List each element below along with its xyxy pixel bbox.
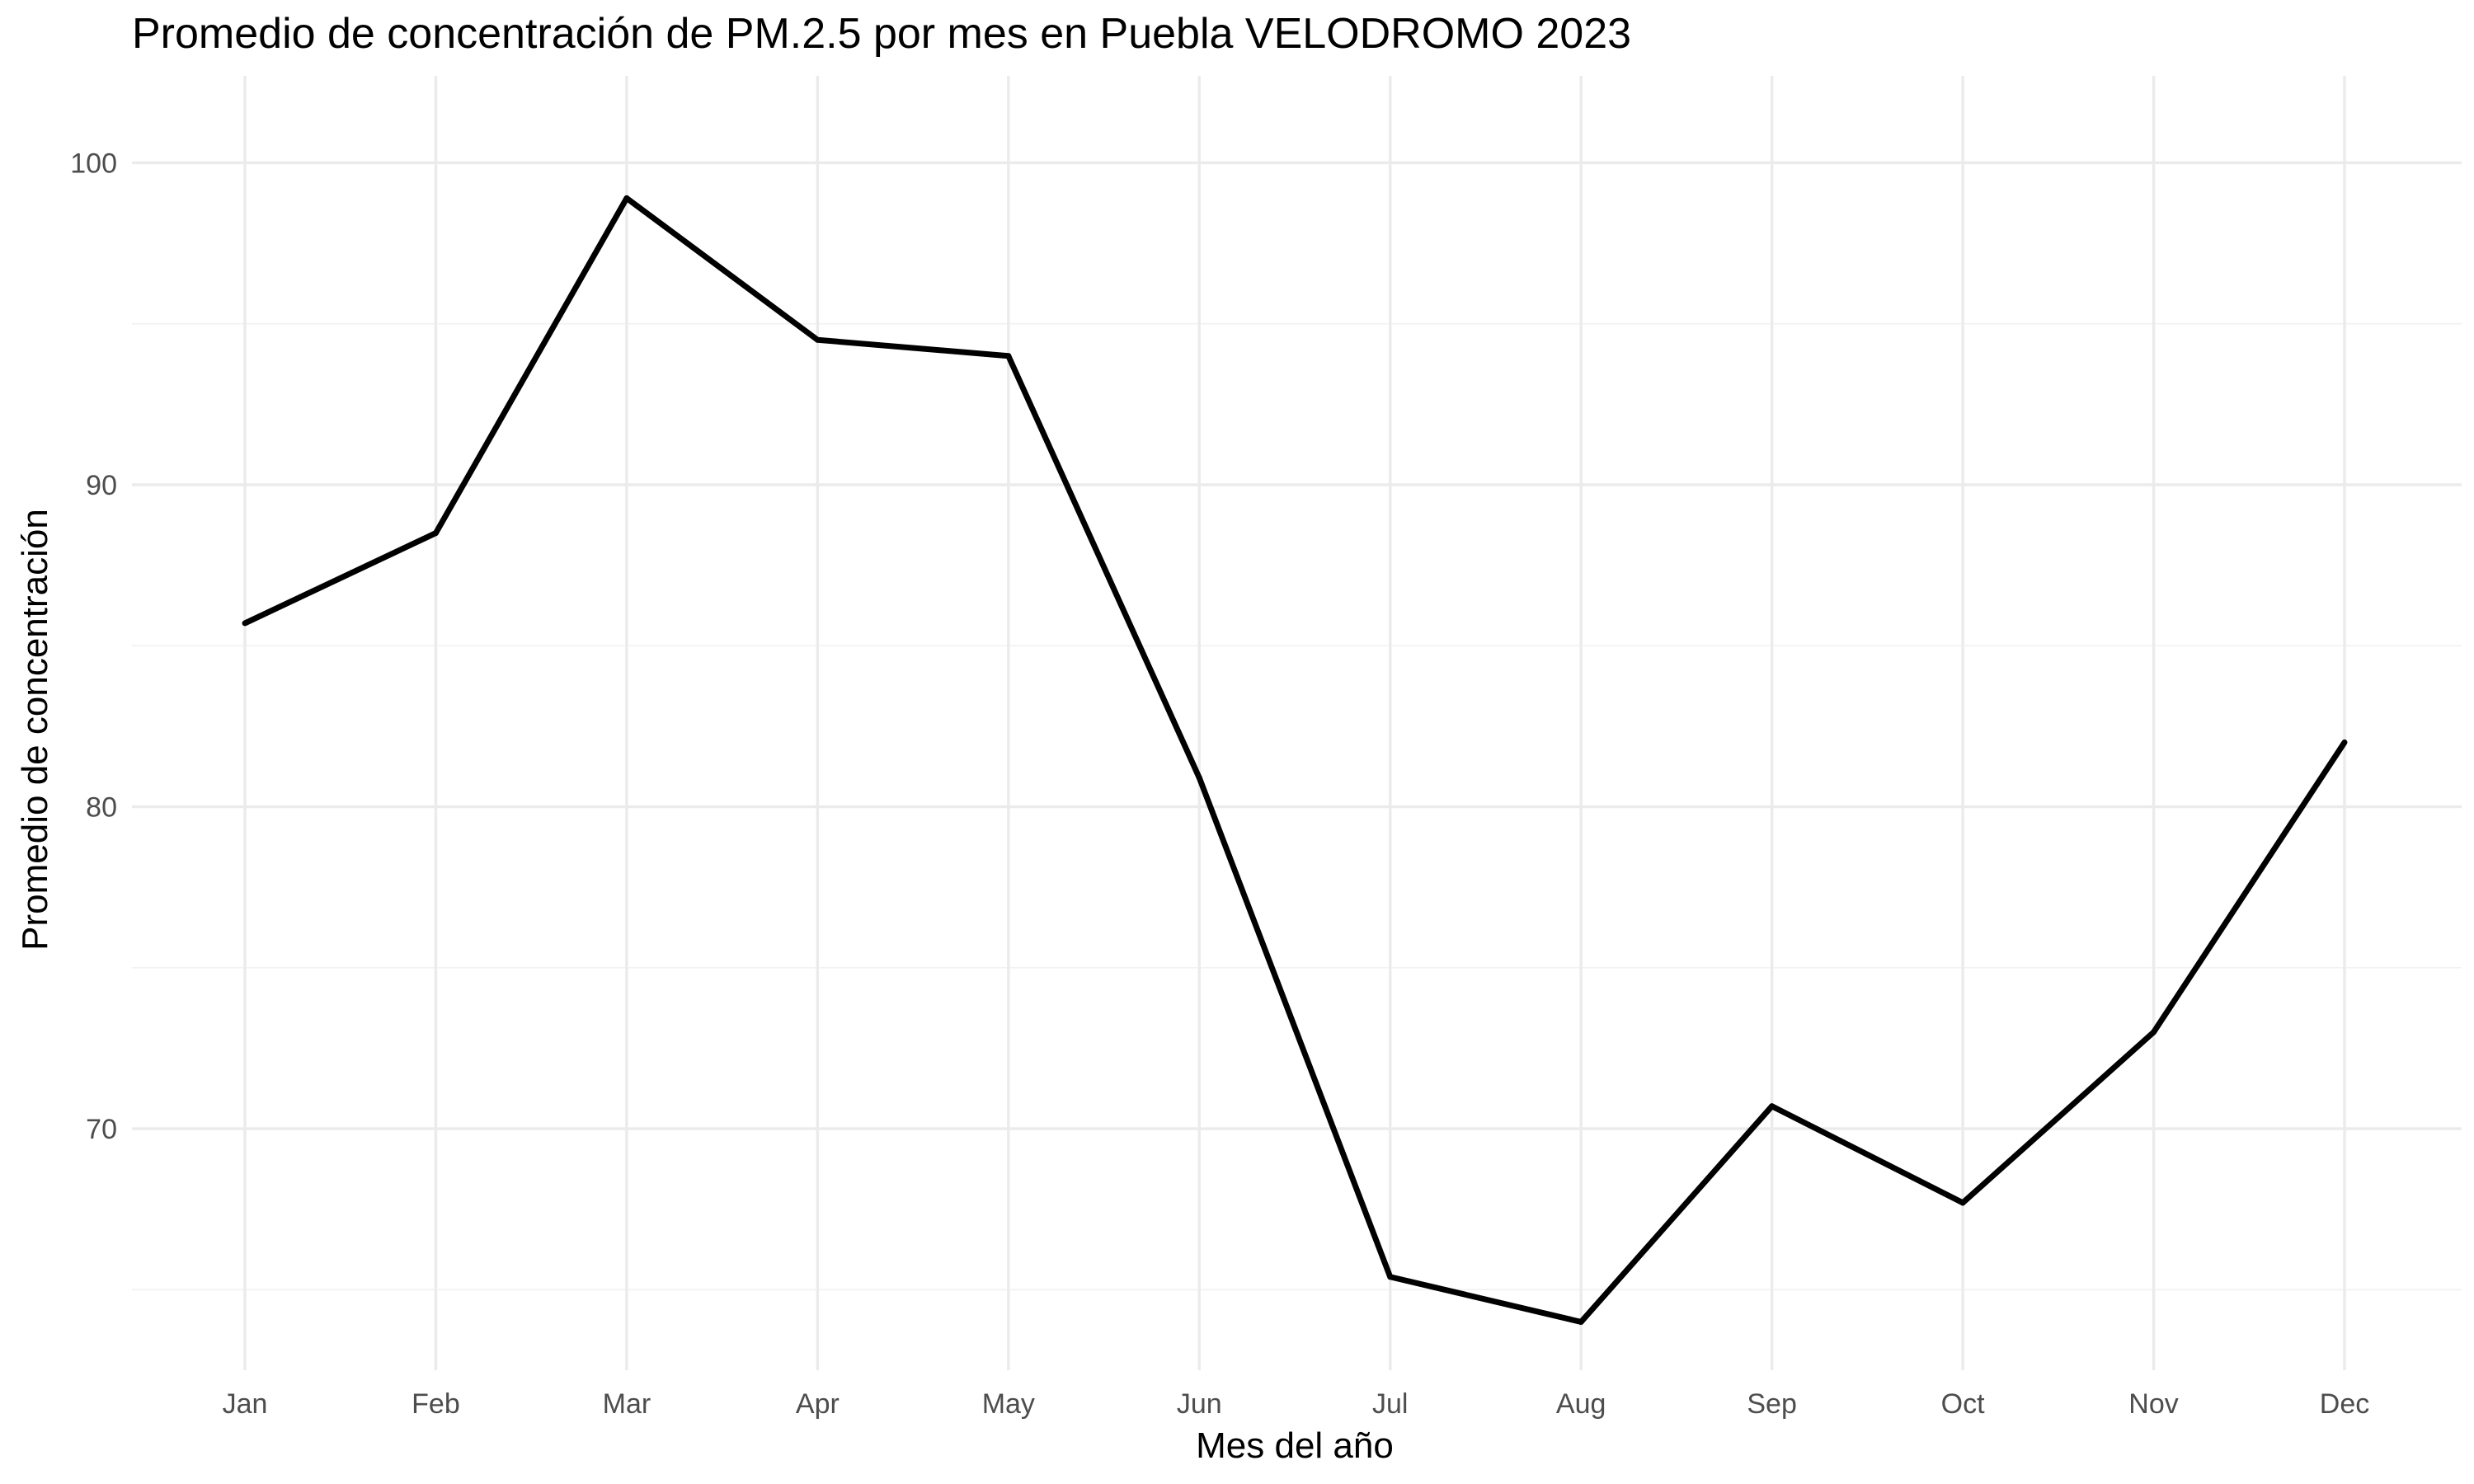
data-point-oct	[1959, 1200, 1966, 1206]
y-tick-label: 100	[70, 148, 117, 179]
x-tick-label: Mar	[603, 1388, 651, 1420]
data-point-jan	[242, 620, 248, 627]
x-tick-label: Nov	[2128, 1388, 2178, 1420]
data-point-may	[1005, 353, 1012, 359]
data-point-mar	[623, 195, 630, 201]
y-tick-label: 80	[86, 792, 117, 824]
chart-title: Promedio de concentración de PM.2.5 por …	[132, 10, 1631, 58]
data-point-aug	[1578, 1318, 1584, 1325]
x-tick-label: May	[982, 1388, 1035, 1420]
y-tick-label: 90	[86, 470, 117, 501]
x-tick-label: Aug	[1556, 1388, 1606, 1420]
x-tick-label: Oct	[1941, 1388, 1985, 1420]
y-axis-ticks: 70 80 90 100	[70, 148, 117, 1145]
y-axis-title: Promedio de concentración	[15, 509, 55, 951]
x-tick-label: Dec	[2320, 1388, 2369, 1420]
x-tick-label: Sep	[1747, 1388, 1797, 1420]
series-line	[243, 195, 2347, 1325]
series-layer	[242, 195, 2348, 1325]
data-point-sep	[1769, 1103, 1776, 1110]
data-point-jul	[1387, 1274, 1394, 1280]
x-axis-ticks: Jan Feb Mar Apr May Jun Jul Aug Sep Oct Nov Dec	[223, 1388, 2370, 1420]
x-tick-label: Jan	[223, 1388, 268, 1420]
x-axis-title: Mes del año	[1196, 1425, 1394, 1466]
x-tick-label: Feb	[412, 1388, 460, 1420]
y-tick-label: 70	[86, 1114, 117, 1145]
gridlines	[132, 76, 2462, 1370]
x-tick-label: Jun	[1177, 1388, 1222, 1420]
x-tick-label: Jul	[1372, 1388, 1408, 1420]
x-tick-label: Apr	[796, 1388, 840, 1420]
data-point-apr	[814, 336, 821, 343]
data-point-feb	[432, 530, 439, 537]
data-point-nov	[2151, 1029, 2157, 1036]
data-point-dec	[2341, 739, 2348, 745]
data-point-jun	[1196, 774, 1202, 781]
